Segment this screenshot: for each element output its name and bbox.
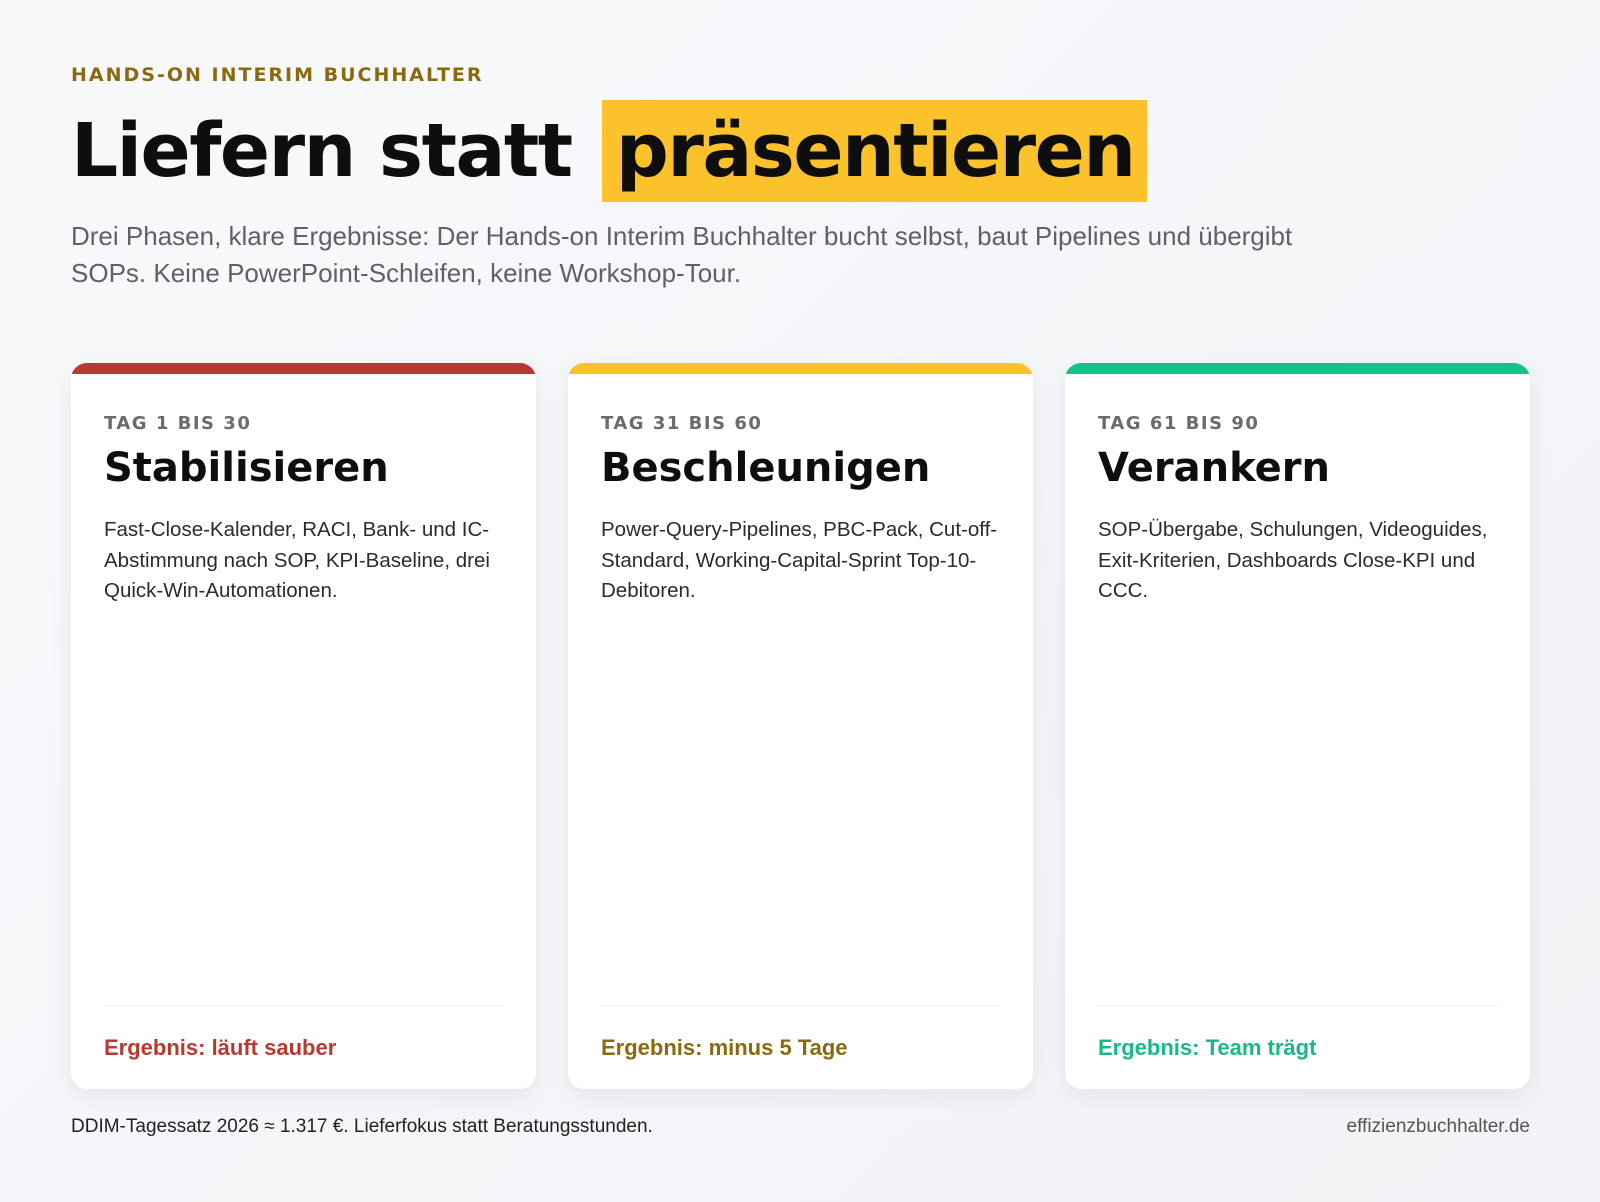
- phase-range: TAG 61 BIS 90: [1098, 413, 1260, 434]
- phase-name: Verankern: [1098, 445, 1330, 491]
- phase-name: Stabilisieren: [104, 445, 389, 491]
- divider: [1098, 1005, 1497, 1006]
- divider: [601, 1005, 1000, 1006]
- footer-note: DDIM-Tagessatz 2026 ≈ 1.317 €. Lieferfok…: [71, 1116, 653, 1137]
- eyebrow-label: HANDS-ON INTERIM BUCHHALTER: [71, 64, 484, 86]
- divider: [104, 1005, 503, 1006]
- phase-card-verankern: TAG 61 BIS 90 Verankern SOP-Übergabe, Sc…: [1065, 363, 1530, 1089]
- phase-card-stabilisieren: TAG 1 BIS 30 Stabilisieren Fast-Close-Ka…: [71, 363, 536, 1089]
- phase-description: Fast-Close-Kalender, RACI, Bank- und IC-…: [104, 518, 490, 602]
- title-highlight: präsentieren: [601, 100, 1147, 202]
- phase-description: Power-Query-Pipelines, PBC-Pack, Cut-off…: [601, 518, 998, 602]
- page-title: Liefern statt präsentieren: [71, 100, 1147, 202]
- phase-color-bar: [1065, 363, 1530, 374]
- phase-name: Beschleunigen: [601, 445, 931, 491]
- phase-card-beschleunigen: TAG 31 BIS 60 Beschleunigen Power-Query-…: [568, 363, 1033, 1089]
- phase-result: Ergebnis: minus 5 Tage: [601, 1035, 848, 1060]
- phase-description: SOP-Übergabe, Schulungen, Videoguides, E…: [1098, 518, 1488, 602]
- title-plain: Liefern statt: [71, 108, 573, 194]
- phase-range: TAG 1 BIS 30: [104, 413, 252, 434]
- phase-color-bar: [568, 363, 1033, 374]
- footer-site-link[interactable]: effizienzbuchhalter.de: [1346, 1116, 1530, 1137]
- phase-result: Ergebnis: läuft sauber: [104, 1035, 337, 1060]
- phase-range: TAG 31 BIS 60: [601, 413, 763, 434]
- subtitle: Drei Phasen, klare Ergebnisse: Der Hands…: [71, 221, 1293, 288]
- phase-result: Ergebnis: Team trägt: [1098, 1035, 1317, 1060]
- phase-color-bar: [71, 363, 536, 374]
